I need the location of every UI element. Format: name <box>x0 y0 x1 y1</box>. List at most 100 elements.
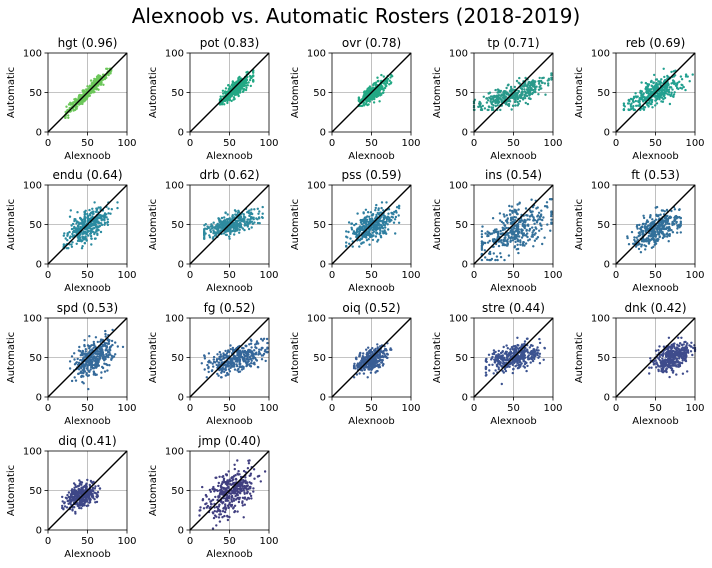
data-point <box>642 222 645 226</box>
data-point <box>509 213 512 216</box>
data-point <box>385 352 389 355</box>
data-point <box>355 356 358 359</box>
data-point <box>645 229 649 232</box>
data-point <box>384 226 387 229</box>
data-point <box>645 239 648 243</box>
panel-title: endu (0.64) <box>52 168 122 182</box>
data-point <box>90 243 93 246</box>
data-point <box>638 223 641 227</box>
data-point <box>357 96 361 99</box>
data-point <box>67 103 71 106</box>
data-point <box>73 225 76 229</box>
data-point <box>380 206 383 210</box>
panel-title: fg (0.52) <box>204 301 256 315</box>
data-point <box>503 258 506 262</box>
data-point <box>245 86 248 90</box>
data-point <box>520 91 523 94</box>
data-point <box>100 376 103 379</box>
data-point <box>376 240 379 243</box>
data-point <box>630 107 633 111</box>
data-point <box>654 78 658 81</box>
data-point <box>248 209 251 212</box>
data-point <box>203 233 206 236</box>
data-point <box>505 226 508 230</box>
data-point <box>533 222 536 225</box>
data-point <box>107 73 110 77</box>
data-point <box>531 210 534 213</box>
y-tick-label: 50 <box>313 220 326 231</box>
data-point <box>637 247 641 251</box>
data-point <box>532 229 535 232</box>
data-point <box>360 359 363 362</box>
data-point <box>238 228 241 231</box>
data-point <box>480 108 484 112</box>
data-point <box>521 242 525 246</box>
data-point <box>66 233 69 236</box>
data-point <box>86 344 90 347</box>
data-point <box>224 364 227 367</box>
data-point <box>673 91 676 94</box>
data-point <box>525 234 528 237</box>
x-tick-label: 100 <box>401 270 420 281</box>
data-point <box>358 354 361 358</box>
data-point <box>88 85 91 88</box>
x-axis-label: Alexnoob <box>64 283 110 294</box>
data-point <box>81 245 84 248</box>
data-point <box>642 216 646 220</box>
data-point <box>530 92 534 96</box>
data-point <box>345 235 348 238</box>
data-point <box>85 88 88 91</box>
data-point <box>491 217 495 220</box>
data-point <box>627 98 631 102</box>
data-point <box>536 214 540 217</box>
data-point <box>377 94 380 97</box>
data-point <box>219 358 222 361</box>
data-point <box>111 343 114 347</box>
data-point <box>479 103 482 106</box>
data-point <box>370 214 373 217</box>
y-tick-label: 0 <box>178 393 184 404</box>
data-point <box>100 371 103 374</box>
data-point <box>622 108 626 112</box>
data-point <box>381 219 385 223</box>
y-tick-label: 100 <box>307 181 326 192</box>
y-tick-label: 100 <box>23 49 42 60</box>
data-point <box>361 241 364 244</box>
data-point <box>486 258 489 261</box>
data-point <box>95 88 98 91</box>
data-point <box>366 87 369 91</box>
data-point <box>87 229 91 233</box>
data-point <box>82 230 85 233</box>
data-point <box>347 230 350 234</box>
y-tick-label: 0 <box>462 260 468 271</box>
data-point <box>500 239 503 242</box>
y-axis-label: Automatic <box>6 199 17 250</box>
data-point <box>234 229 237 233</box>
data-point <box>497 244 501 248</box>
data-point <box>67 114 70 117</box>
data-point <box>110 339 114 343</box>
data-point <box>666 235 669 238</box>
data-point <box>497 101 500 104</box>
data-point <box>486 241 490 244</box>
data-point <box>218 98 222 101</box>
data-point <box>495 255 499 258</box>
data-point <box>504 236 507 239</box>
data-point <box>378 100 381 103</box>
data-point <box>207 370 210 374</box>
data-point <box>523 88 526 91</box>
data-point <box>103 219 106 222</box>
data-point <box>505 86 508 90</box>
data-point <box>385 81 389 85</box>
x-tick-label: 100 <box>117 138 136 149</box>
figure-title: Alexnoob vs. Automatic Rosters (2018-201… <box>132 4 581 28</box>
data-point <box>362 219 366 223</box>
data-point <box>670 70 673 74</box>
data-point <box>258 222 261 225</box>
data-point <box>498 96 501 100</box>
data-point <box>97 358 100 361</box>
data-point <box>523 93 526 97</box>
data-point <box>78 103 81 106</box>
data-point <box>73 352 76 355</box>
